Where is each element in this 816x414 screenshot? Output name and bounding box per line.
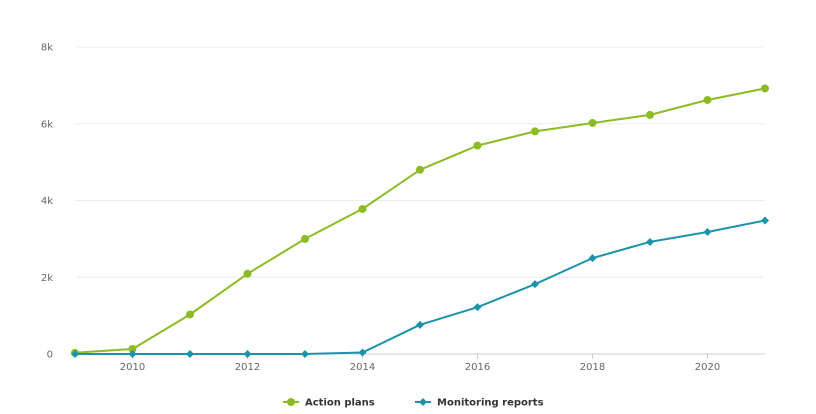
y-tick-label: 4k [41,196,53,207]
data-point[interactable] [473,141,482,150]
x-tick-label: 2016 [465,362,490,373]
x-tick-label: 2014 [350,362,375,373]
data-point[interactable] [416,320,424,329]
data-point[interactable] [358,204,367,213]
data-point[interactable] [128,350,137,358]
data-point[interactable] [588,118,597,127]
data-point[interactable] [71,350,79,358]
legend-item-0[interactable]: Action plans [283,398,375,409]
data-point[interactable] [186,350,194,358]
legend-label: Monitoring reports [437,398,544,409]
data-point[interactable] [646,110,654,119]
data-point[interactable] [416,165,424,174]
data-point[interactable] [531,280,539,289]
data-point[interactable] [703,95,712,104]
data-point[interactable] [761,84,769,93]
data-point[interactable] [186,310,194,319]
x-tick-label: 2010 [120,362,145,373]
data-point[interactable] [128,345,137,354]
y-tick-label: 8k [41,43,53,54]
series-layer [71,84,769,358]
data-point[interactable] [301,234,309,243]
data-point[interactable] [473,303,482,312]
legend[interactable]: Action plans Monitoring reports [283,398,544,409]
data-point[interactable] [761,216,769,225]
legend-marker [287,398,295,406]
y-tick-label: 0 [47,350,53,361]
x-tick-label: 2020 [695,362,720,373]
x-tick-label: 2018 [580,362,605,373]
y-tick-label: 6k [41,119,53,130]
series-line-1[interactable] [74,219,766,355]
y-tick-label: 2k [41,273,53,284]
series-line-0[interactable] [74,87,766,354]
legend-marker [419,398,427,406]
data-point[interactable] [243,350,252,358]
data-point[interactable] [358,348,367,357]
data-point[interactable] [243,269,252,278]
legend-item-1[interactable]: Monitoring reports [415,398,544,409]
gridlines [75,46,765,278]
data-point[interactable] [703,227,712,236]
axes: 0 2k 4k 6k 8k 2010 2012 2014 2016 2018 2020 [41,43,765,373]
data-point[interactable] [588,254,597,263]
data-point[interactable] [301,350,309,358]
x-tick-label: 2012 [235,362,260,373]
legend-label: Action plans [305,398,375,409]
data-point[interactable] [646,237,654,246]
data-point[interactable] [531,127,539,136]
